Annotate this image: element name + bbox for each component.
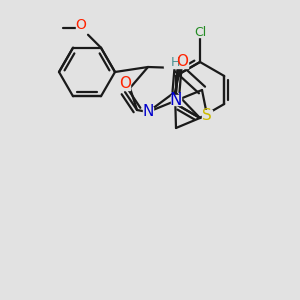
Bar — [164, 58, 188, 68]
Text: N: N — [170, 91, 182, 109]
Bar — [191, 27, 209, 37]
Text: N: N — [142, 104, 154, 119]
Bar — [171, 95, 181, 105]
Text: S: S — [202, 107, 212, 122]
Text: O: O — [76, 18, 86, 32]
Bar — [143, 107, 153, 117]
Text: Cl: Cl — [194, 26, 206, 38]
Text: O: O — [119, 76, 131, 92]
Text: O: O — [176, 55, 188, 70]
Bar — [120, 82, 130, 90]
Bar — [202, 110, 212, 120]
Text: H: H — [170, 56, 180, 68]
Bar — [76, 21, 86, 30]
